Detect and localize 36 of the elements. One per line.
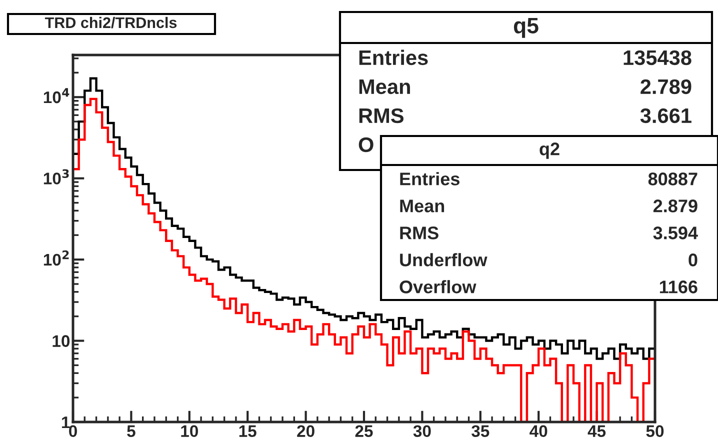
x-tick-label: 0 — [69, 425, 77, 438]
annotation: O — [358, 137, 374, 152]
x-tick-label: 25 — [355, 425, 373, 438]
annotation: 80887 — [648, 172, 698, 186]
x-tick-label: 35 — [472, 425, 490, 438]
x-tick-label: 30 — [413, 425, 431, 438]
annotation: 2.879 — [653, 200, 698, 212]
y-tick-label: 10 — [52, 335, 70, 347]
x-tick-label: 15 — [239, 425, 256, 438]
annotation: Entries — [359, 50, 428, 66]
y-tick-label: 10$^{2}$ — [44, 250, 69, 266]
text: 1166 — [660, 280, 698, 294]
annotation: 2.789 — [640, 79, 692, 94]
x-tick-label: 20 — [297, 425, 314, 438]
annotation: 135438 — [624, 50, 692, 66]
annotation: q2 — [540, 142, 560, 159]
annotation: RMS — [400, 226, 438, 240]
annotation: Underflow — [400, 253, 488, 266]
y-tick-label: 1 — [62, 416, 70, 428]
x-tick-label: 10 — [181, 425, 198, 438]
annotation: 3.661 — [640, 108, 692, 124]
annotation: Entries — [400, 172, 460, 186]
x-tick-label: 45 — [588, 425, 606, 438]
y-tick-label: 10$^{4}$ — [44, 88, 70, 104]
x-tick-label: 5 — [127, 425, 136, 438]
annotation: RMS — [359, 108, 404, 124]
annotation: 3.594 — [653, 226, 698, 240]
chart-title: TRD chi2/TRDncls — [44, 16, 177, 28]
x-tick-label: 40 — [530, 425, 548, 438]
x-tick-label: 50 — [646, 425, 664, 438]
text: q5 — [514, 18, 538, 38]
annotation: Mean — [400, 200, 444, 212]
annotation: Overflow — [400, 280, 476, 294]
text: 0 — [688, 254, 698, 266]
y-tick-label: 10$^{3}$ — [44, 169, 69, 184]
annotation: Mean — [359, 80, 410, 94]
